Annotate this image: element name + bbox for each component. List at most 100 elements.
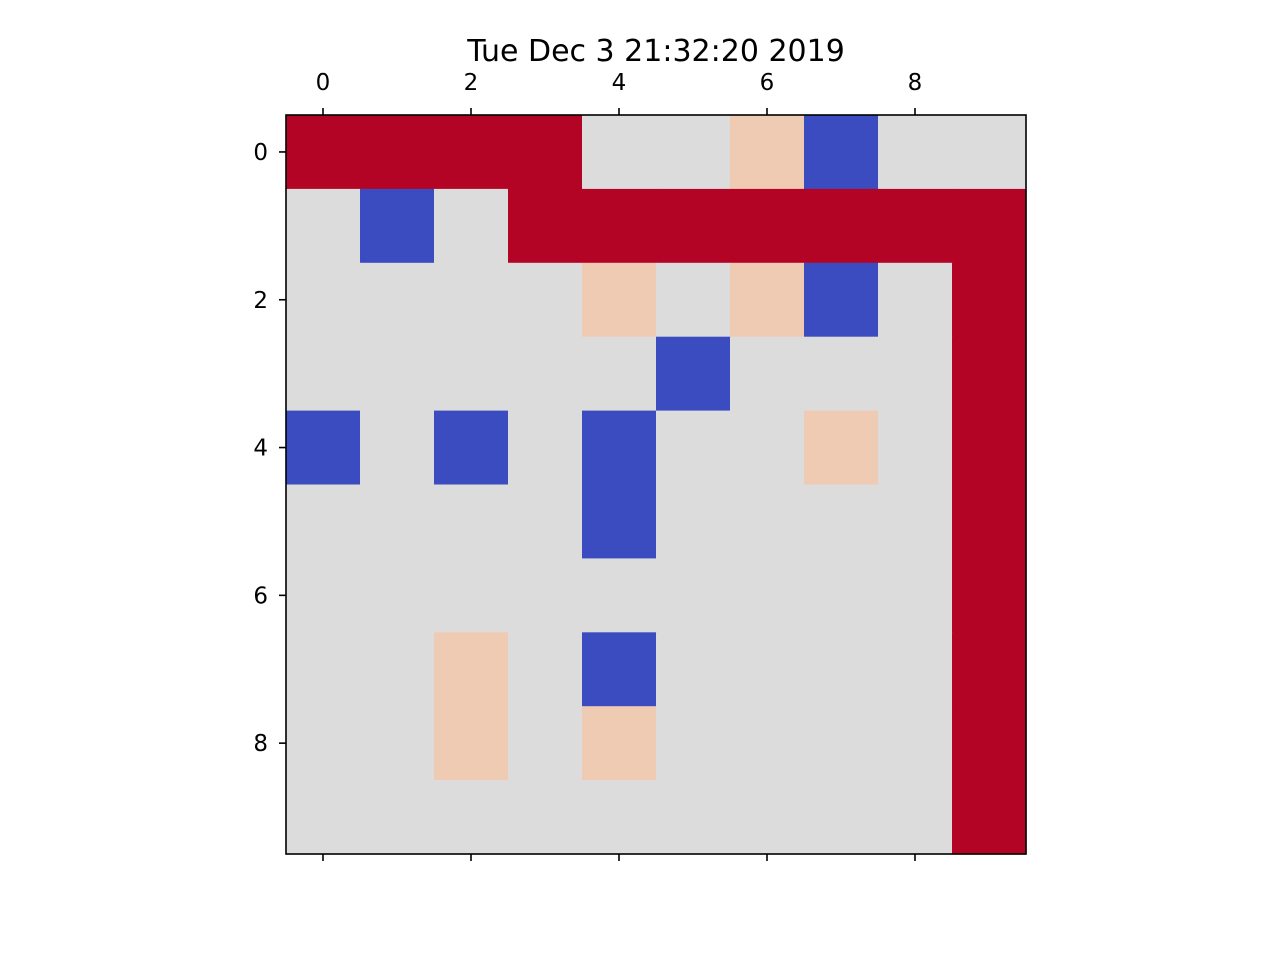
heatmap-cell-r8-c6 — [730, 706, 805, 781]
heatmap-cell-r6-c8 — [878, 558, 953, 633]
heatmap-cell-r4-c8 — [878, 410, 953, 486]
heatmap-cell-r3-c5 — [656, 336, 731, 412]
plot-frame — [285, 114, 1027, 855]
heatmap-cell-r5-c0 — [286, 484, 361, 559]
heatmap-cell-r3-c7 — [804, 336, 879, 412]
heatmap-cell-r9-c5 — [656, 780, 731, 855]
heatmap-cell-r4-c5 — [656, 410, 731, 486]
heatmap-cell-r2-c1 — [360, 262, 435, 338]
chart-title: Tue Dec 3 21:32:20 2019 — [466, 34, 845, 69]
heatmap-cell-r2-c7 — [804, 262, 879, 338]
heatmap-cell-r6-c5 — [656, 558, 731, 633]
heatmap-cell-r7-c4 — [582, 632, 657, 707]
heatmap-cell-r6-c0 — [286, 558, 361, 633]
heatmap-cell-r9-c3 — [508, 780, 583, 855]
heatmap-cell-r1-c1 — [360, 188, 435, 264]
heatmap-cell-r7-c0 — [286, 632, 361, 707]
heatmap-cell-r2-c2 — [434, 262, 509, 338]
heatmap-cell-r8-c1 — [360, 706, 435, 781]
heatmap-cell-r0-c6 — [730, 115, 805, 190]
heatmap-cell-r4-c4 — [582, 410, 657, 486]
heatmap-cell-r2-c6 — [730, 262, 805, 338]
x-tick-label-8: 8 — [908, 70, 923, 96]
heatmap-cells — [286, 115, 1027, 855]
heatmap-cell-r8-c8 — [878, 706, 953, 781]
y-tick-label-2: 2 — [253, 288, 268, 314]
heatmap-cell-r3-c3 — [508, 336, 583, 412]
heatmap-cell-r0-c9 — [952, 115, 1027, 190]
heatmap-cell-r5-c4 — [582, 484, 657, 559]
heatmap-cell-r5-c2 — [434, 484, 509, 559]
heatmap-cell-r8-c7 — [804, 706, 879, 781]
heatmap-cell-r6-c6 — [730, 558, 805, 633]
heatmap-cell-r5-c1 — [360, 484, 435, 559]
heatmap-cell-r7-c5 — [656, 632, 731, 707]
heatmap-cell-r8-c4 — [582, 706, 657, 781]
y-tick-label-8: 8 — [253, 731, 268, 757]
heatmap-cell-r4-c9 — [952, 410, 1027, 486]
x-tick-label-2: 2 — [464, 70, 479, 96]
heatmap-cell-r5-c7 — [804, 484, 879, 559]
heatmap-cell-r7-c1 — [360, 632, 435, 707]
heatmap-cell-r9-c0 — [286, 780, 361, 855]
heatmap-cell-r2-c5 — [656, 262, 731, 338]
heatmap-cell-r7-c2 — [434, 632, 509, 707]
heatmap-cell-r3-c6 — [730, 336, 805, 412]
heatmap-cell-r0-c4 — [582, 115, 657, 190]
y-tick-label-6: 6 — [253, 583, 268, 609]
heatmap-cell-r7-c6 — [730, 632, 805, 707]
heatmap-cell-r0-c1 — [360, 115, 435, 190]
heatmap-cell-r8-c9 — [952, 706, 1027, 781]
heatmap-cell-r1-c5 — [656, 188, 731, 264]
heatmap-cell-r9-c8 — [878, 780, 953, 855]
heatmap-cell-r0-c3 — [508, 115, 583, 190]
heatmap-cell-r2-c8 — [878, 262, 953, 338]
heatmap-cell-r1-c2 — [434, 188, 509, 264]
heatmap-cell-r9-c1 — [360, 780, 435, 855]
heatmap-cell-r4-c3 — [508, 410, 583, 486]
heatmap-cell-r3-c1 — [360, 336, 435, 412]
heatmap-cell-r9-c2 — [434, 780, 509, 855]
heatmap-cell-r4-c2 — [434, 410, 509, 486]
x-tick-label-0: 0 — [316, 70, 331, 96]
heatmap-cell-r5-c5 — [656, 484, 731, 559]
heatmap-cell-r3-c0 — [286, 336, 361, 412]
heatmap-cell-r6-c4 — [582, 558, 657, 633]
heatmap-cell-r1-c4 — [582, 188, 657, 264]
heatmap-cell-r6-c3 — [508, 558, 583, 633]
y-tick-label-4: 4 — [253, 436, 268, 462]
heatmap-cell-r7-c8 — [878, 632, 953, 707]
heatmap-cell-r7-c9 — [952, 632, 1027, 707]
heatmap-cell-r2-c4 — [582, 262, 657, 338]
heatmap-cell-r3-c8 — [878, 336, 953, 412]
heatmap-cell-r5-c8 — [878, 484, 953, 559]
heatmap-cell-r3-c2 — [434, 336, 509, 412]
heatmap-cell-r8-c5 — [656, 706, 731, 781]
heatmap-cell-r4-c7 — [804, 410, 879, 486]
heatmap-cell-r1-c3 — [508, 188, 583, 264]
heatmap-cell-r2-c0 — [286, 262, 361, 338]
x-tick-label-6: 6 — [760, 70, 775, 96]
heatmap-cell-r7-c7 — [804, 632, 879, 707]
heatmap-cell-r2-c9 — [952, 262, 1027, 338]
heatmap-cell-r5-c9 — [952, 484, 1027, 559]
heatmap-cell-r9-c9 — [952, 780, 1027, 855]
heatmap-cell-r1-c7 — [804, 188, 879, 264]
heatmap-cell-r5-c3 — [508, 484, 583, 559]
heatmap-cell-r8-c3 — [508, 706, 583, 781]
heatmap-cell-r8-c0 — [286, 706, 361, 781]
heatmap-cell-r4-c0 — [286, 410, 361, 486]
heatmap-cell-r1-c9 — [952, 188, 1027, 264]
heatmap-cell-r4-c6 — [730, 410, 805, 486]
heatmap-cell-r0-c0 — [286, 115, 361, 190]
heatmap-cell-r2-c3 — [508, 262, 583, 338]
heatmap-cell-r3-c4 — [582, 336, 657, 412]
heatmap-cell-r6-c9 — [952, 558, 1027, 633]
heatmap-cell-r5-c6 — [730, 484, 805, 559]
heatmap-cell-r1-c6 — [730, 188, 805, 264]
heatmap-cell-r0-c5 — [656, 115, 731, 190]
heatmap-cell-r4-c1 — [360, 410, 435, 486]
axis-ticks: 0 2 4 6 8 0 2 4 6 8 — [253, 70, 922, 861]
heatmap-cell-r9-c7 — [804, 780, 879, 855]
